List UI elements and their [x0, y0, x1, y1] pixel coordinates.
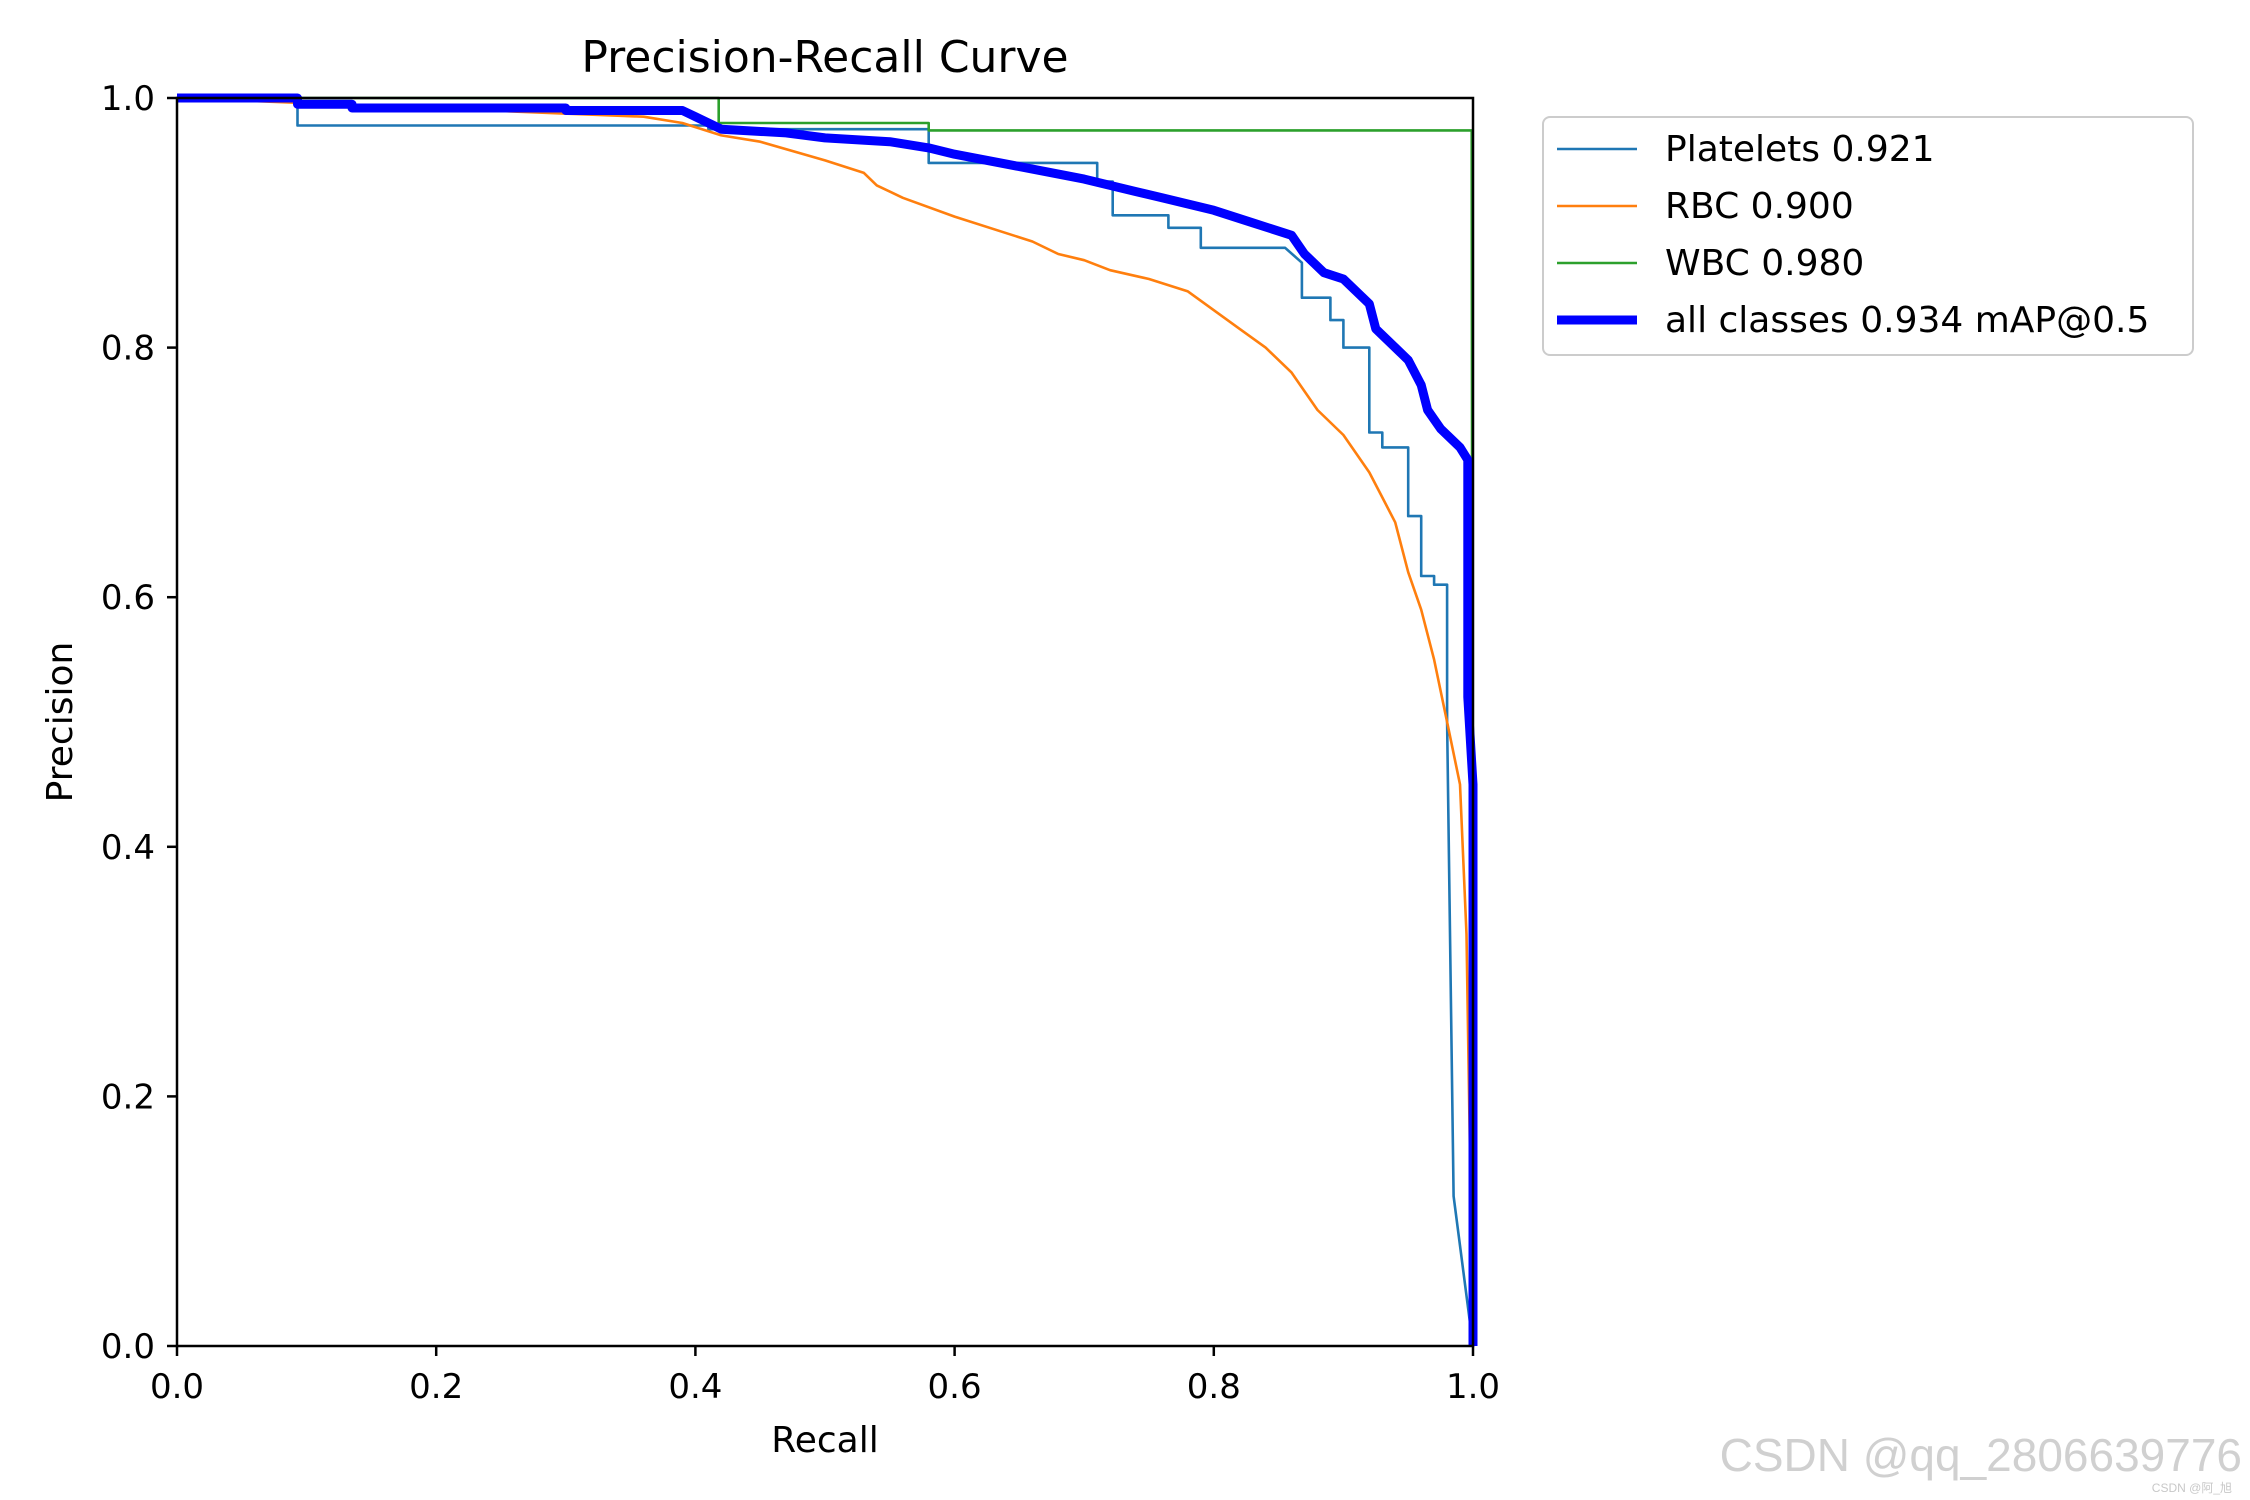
legend-label-2: WBC 0.980: [1665, 243, 1864, 284]
y-tick-label: 0.4: [101, 828, 155, 868]
y-axis-label: Precision: [40, 642, 81, 803]
y-tick-label: 0.6: [101, 578, 155, 618]
x-axis-label: Recall: [771, 1420, 878, 1461]
x-tick-label: 0.2: [409, 1367, 463, 1407]
x-tick-label: 0.4: [668, 1367, 722, 1407]
y-tick-label: 0.2: [101, 1077, 155, 1117]
x-tick-label: 0.6: [928, 1367, 982, 1407]
legend-label-0: Platelets 0.921: [1665, 129, 1935, 170]
y-tick-label: 0.0: [101, 1327, 155, 1367]
x-tick-label: 1.0: [1446, 1367, 1500, 1407]
legend-label-3: all classes 0.934 mAP@0.5: [1665, 300, 2149, 341]
legend: Platelets 0.921 RBC 0.900 WBC 0.980 all cla…: [1542, 116, 2194, 356]
x-tick-label: 0.0: [150, 1367, 204, 1407]
watermark-small: CSDN @阿_旭: [2151, 1481, 2232, 1495]
legend-box: [1542, 116, 2194, 356]
legend-label-1: RBC 0.900: [1665, 186, 1854, 227]
series-line-3: [177, 93, 1478, 1346]
chart-title: Precision-Recall Curve: [581, 32, 1068, 83]
series-line-0: [177, 96, 1475, 1347]
y-tick-label: 0.8: [101, 329, 155, 369]
series-line-1: [176, 96, 1475, 1347]
y-axis-ticks: 0.0 0.2 0.4 0.6 0.8 1.0: [101, 79, 177, 1367]
y-tick-label: 1.0: [101, 79, 155, 119]
watermark: CSDN @qq_2806639776: [1719, 1429, 2242, 1481]
x-axis-ticks: 0.0 0.2 0.4 0.6 0.8 1.0: [150, 1346, 1500, 1407]
plot-frame: [175, 96, 1475, 1348]
x-tick-label: 0.8: [1187, 1367, 1241, 1407]
